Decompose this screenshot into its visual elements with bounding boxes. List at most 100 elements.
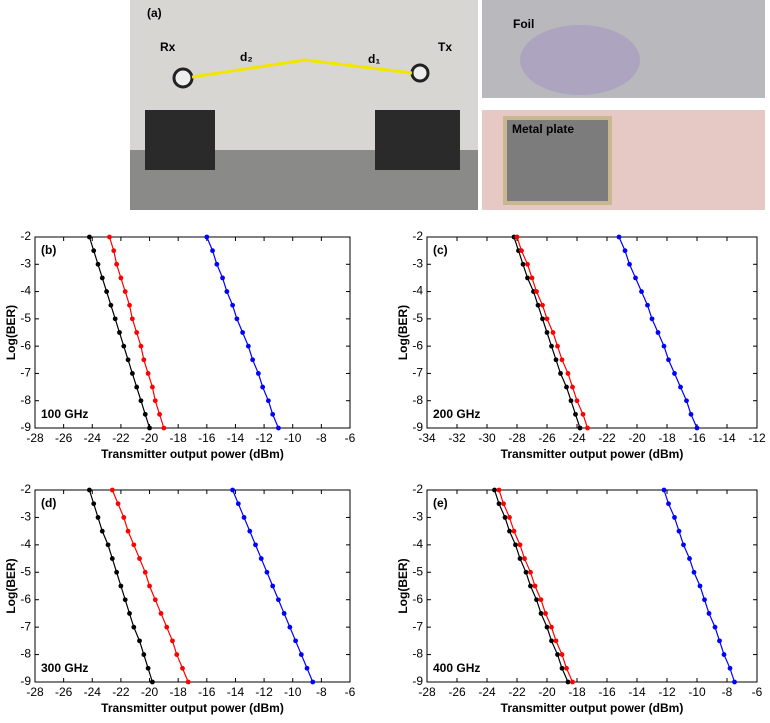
data-point <box>220 275 225 281</box>
data-point <box>129 371 135 376</box>
data-point <box>528 569 533 575</box>
data-point <box>152 398 158 404</box>
data-point <box>538 611 544 616</box>
x-tick-label: -22 <box>508 685 526 699</box>
data-point <box>544 624 550 630</box>
data-point <box>523 569 529 575</box>
x-tick-label: -20 <box>141 685 159 699</box>
data-point <box>118 583 124 589</box>
annotation: 200 GHz <box>433 407 480 421</box>
data-point <box>142 411 148 417</box>
data-point <box>114 569 120 575</box>
data-point <box>645 302 650 308</box>
data-point <box>134 330 140 335</box>
data-point <box>691 569 697 575</box>
data-point <box>152 597 158 603</box>
data-point <box>633 275 638 281</box>
y-tick-label: -3 <box>20 256 31 270</box>
data-point <box>712 624 718 630</box>
y-tick-label: -5 <box>20 564 31 578</box>
data-point <box>496 487 502 493</box>
data-point <box>234 316 240 322</box>
metal-label: Metal plate <box>512 122 574 136</box>
x-tick-label: -10 <box>284 431 302 445</box>
data-point <box>87 487 92 493</box>
data-point <box>639 289 644 294</box>
data-point <box>550 330 556 335</box>
data-point <box>121 343 127 349</box>
data-point <box>129 316 135 322</box>
metal-plate <box>503 116 612 205</box>
x-tick-label: -10 <box>284 685 302 699</box>
plot-frame <box>426 236 758 429</box>
x-tick-label: -18 <box>170 685 188 699</box>
y-tick-label: -5 <box>412 564 423 578</box>
data-point <box>717 638 722 644</box>
y-tick-label: -5 <box>412 311 423 325</box>
data-point <box>694 425 700 431</box>
data-point <box>616 234 622 240</box>
annotation: 100 GHz <box>41 407 88 421</box>
tx-lens <box>410 63 430 83</box>
data-point <box>105 542 111 548</box>
data-point <box>564 384 569 390</box>
x-tick-label: -28 <box>508 431 526 445</box>
data-point <box>109 556 115 561</box>
data-point <box>255 371 261 376</box>
y-tick-label: -7 <box>20 366 31 380</box>
data-point <box>157 411 162 417</box>
x-tick-label: -6 <box>752 685 763 699</box>
data-point <box>109 487 115 493</box>
y-tick-label: -2 <box>20 482 31 496</box>
y-axis-label: Log(BER) <box>4 305 18 360</box>
data-point <box>559 357 565 363</box>
data-point <box>672 371 677 376</box>
data-point <box>310 679 316 685</box>
data-point <box>114 261 120 267</box>
data-point <box>104 289 109 294</box>
data-point <box>141 357 147 363</box>
plot-frame <box>426 489 758 683</box>
data-point <box>502 515 508 520</box>
data-point <box>532 583 538 589</box>
y-tick-label: -6 <box>20 592 31 606</box>
data-point <box>122 597 128 603</box>
data-point <box>706 611 712 616</box>
data-point <box>577 425 583 431</box>
y-tick-label: -9 <box>412 420 423 434</box>
data-point <box>544 330 550 335</box>
data-point <box>253 542 258 548</box>
x-tick-label: -26 <box>55 685 73 699</box>
data-point <box>649 316 655 322</box>
x-tick-label: -18 <box>170 431 188 445</box>
data-point <box>684 398 689 404</box>
data-point <box>180 665 185 671</box>
x-tick-label: -20 <box>538 685 556 699</box>
data-point <box>270 411 276 417</box>
beam-path <box>191 58 413 79</box>
data-point <box>721 652 727 657</box>
data-point <box>270 583 276 589</box>
x-axis-label: Transmitter output power (dBm) <box>501 701 684 715</box>
x-axis-label: Transmitter output power (dBm) <box>501 447 684 461</box>
y-tick-label: -6 <box>412 338 423 352</box>
data-point <box>95 515 101 520</box>
data-point <box>666 357 671 363</box>
y-tick-label: -7 <box>412 619 423 633</box>
y-tick-label: -7 <box>20 619 31 633</box>
data-point <box>661 487 667 493</box>
data-point <box>150 384 155 390</box>
x-tick-label: -22 <box>598 431 616 445</box>
data-point <box>535 302 541 308</box>
panel-label: (d) <box>41 496 56 510</box>
data-point <box>138 398 144 404</box>
data-point <box>240 330 246 335</box>
data-point <box>697 583 703 589</box>
x-tick-label: -30 <box>478 431 496 445</box>
data-point <box>118 275 124 281</box>
x-axis-label: Transmitter output power (dBm) <box>101 701 284 715</box>
data-point <box>585 425 590 431</box>
data-point <box>241 515 247 520</box>
data-point <box>141 652 147 657</box>
data-point <box>538 597 544 603</box>
